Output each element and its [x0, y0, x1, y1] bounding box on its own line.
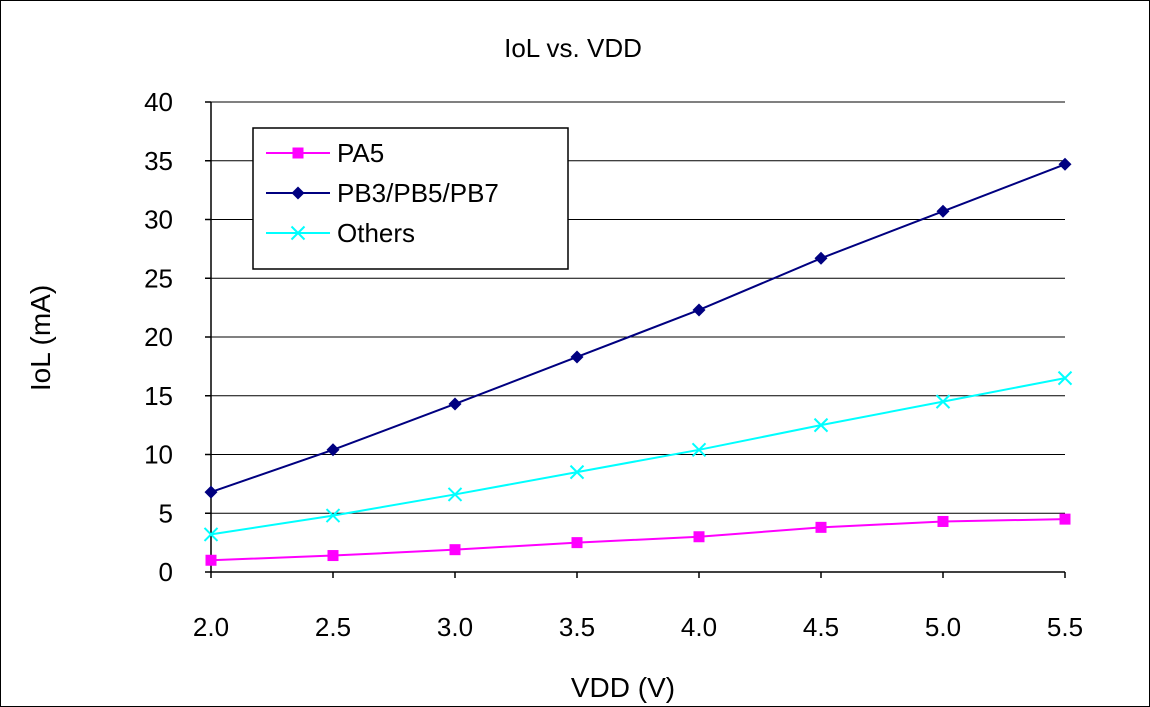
y-tick-label-3: 15	[144, 381, 173, 411]
x-tick-label-6: 5.0	[925, 612, 961, 642]
data-point-2-4	[691, 442, 707, 458]
y-tick-label-1: 5	[159, 498, 173, 528]
legend-item-1: PB3/PB5/PB7	[266, 178, 499, 208]
data-point-0-3	[571, 537, 583, 549]
data-point-2-0	[203, 527, 219, 542]
chart-title: IoL vs. VDD	[504, 33, 642, 63]
y-tick-label-5: 25	[144, 263, 173, 293]
legend-item-0: PA5	[266, 138, 384, 168]
data-point-0-0	[205, 554, 217, 566]
x-tick-label-7: 5.5	[1047, 612, 1083, 642]
data-point-1-3	[570, 350, 584, 364]
data-point-0-2	[449, 544, 461, 556]
data-point-1-7	[1058, 157, 1072, 171]
y-tick-labels: 0 5 10 15 20 25 30 35 40	[144, 87, 173, 587]
data-point-0-7	[1059, 513, 1071, 525]
y-tick-label-6: 30	[144, 205, 173, 235]
data-point-2-6	[935, 394, 951, 409]
data-point-0-1	[327, 550, 339, 562]
x-tick-label-4: 4.0	[681, 612, 717, 642]
legend-box	[252, 127, 569, 270]
legend-marker-1	[291, 186, 305, 200]
data-point-2-5	[813, 417, 829, 433]
data-point-1-1	[326, 443, 340, 457]
series-line-0	[210, 518, 1066, 562]
data-point-1-5	[814, 251, 828, 265]
series-0	[205, 513, 1071, 566]
y-axis-label: IoL (mA)	[25, 285, 56, 391]
data-point-1-0	[204, 485, 218, 499]
y-tick-label-4: 20	[144, 322, 173, 352]
data-point-0-4	[693, 531, 705, 543]
series-2	[203, 370, 1073, 542]
x-tick-label-3: 3.5	[559, 612, 595, 642]
data-point-2-1	[325, 508, 341, 523]
series	[203, 157, 1073, 566]
x-axis-label: VDD (V)	[571, 672, 675, 703]
legend-marker-2	[290, 225, 306, 241]
series-line-2	[210, 377, 1066, 536]
y-tick-label-2: 10	[144, 440, 173, 470]
data-point-0-6	[937, 515, 949, 527]
data-point-1-6	[936, 204, 950, 218]
x-tick-label-2: 3.0	[437, 612, 473, 642]
y-tick-label-0: 0	[159, 557, 173, 587]
x-tick-label-5: 4.5	[803, 612, 839, 642]
data-point-2-7	[1057, 370, 1073, 386]
legend-label-2: Others	[337, 218, 415, 248]
legend-item-2: Others	[266, 218, 415, 248]
y-tick-label-7: 35	[144, 146, 173, 176]
data-point-1-2	[448, 397, 462, 411]
legend: PA5 PB3/PB5/PB7 Others	[252, 127, 569, 270]
data-point-2-3	[569, 464, 585, 480]
series-line-1	[210, 163, 1066, 494]
data-point-1-4	[692, 303, 706, 317]
series-1	[204, 157, 1072, 499]
legend-label-0: PA5	[337, 138, 384, 168]
y-tick-label-8: 40	[144, 87, 173, 117]
x-tick-label-1: 2.5	[315, 612, 351, 642]
data-point-2-2	[447, 487, 463, 502]
legend-label-1: PB3/PB5/PB7	[337, 178, 499, 208]
x-tick-label-0: 2.0	[193, 612, 229, 642]
data-point-0-5	[815, 521, 827, 533]
legend-marker-0	[292, 147, 304, 159]
x-tick-labels: 2.0 2.5 3.0 3.5 4.0 4.5 5.0 5.5	[193, 612, 1083, 642]
